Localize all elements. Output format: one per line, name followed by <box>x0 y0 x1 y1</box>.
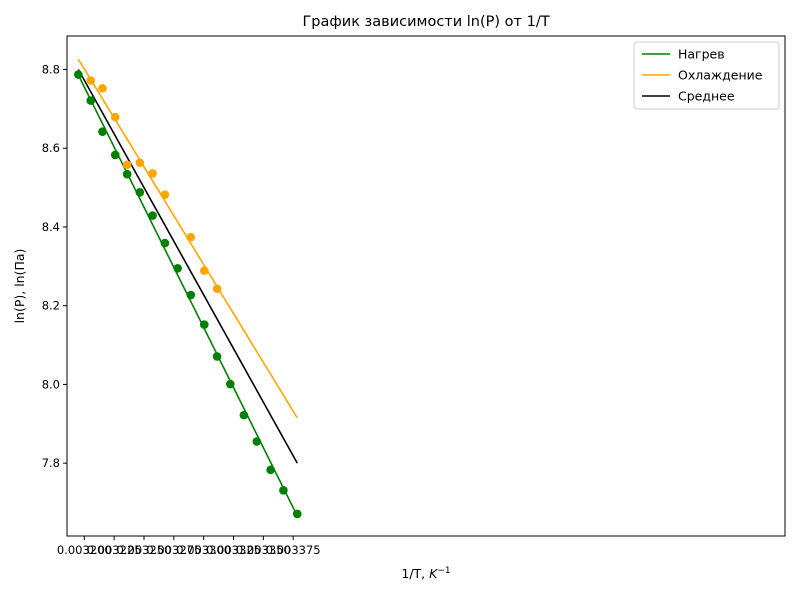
series-1-point-8 <box>160 238 170 248</box>
legend-label-2: Охлаждение <box>678 68 763 83</box>
y-tick-label: 8.4 <box>42 220 60 234</box>
x-tick-label: 0.003250 <box>117 543 172 557</box>
series-1-point-15 <box>252 437 262 446</box>
series-1-point-9 <box>173 263 182 273</box>
series-2-point-9 <box>199 266 209 275</box>
series-1-point-7 <box>148 211 157 220</box>
series-1-point-13 <box>225 379 235 389</box>
x-tick-label: 0.003375 <box>266 543 321 557</box>
legend: Нагрев Охлаждение Среднее <box>633 41 780 110</box>
series-2-point-6 <box>148 169 157 178</box>
x-tick-label: 0.003200 <box>57 543 112 557</box>
series-2-point-10 <box>212 284 222 294</box>
series-1-point-2 <box>86 96 96 105</box>
series-2-point-8 <box>186 232 196 242</box>
series-3-fit-line <box>77 69 298 464</box>
x-tick-label: 0.003300 <box>176 543 231 557</box>
y-tick-label: 8.2 <box>42 299 60 313</box>
series-1-point-11 <box>199 320 209 329</box>
y-tick-label: 7.8 <box>42 456 60 470</box>
series-1-point-10 <box>186 290 196 300</box>
x-tick-label: 0.003275 <box>146 543 201 557</box>
x-tick-label: 0.003350 <box>236 543 291 557</box>
series-2-point-4 <box>122 160 132 170</box>
series-2-point-1 <box>86 76 96 85</box>
series-1-point-6 <box>135 187 145 197</box>
legend-label-1: Нагрев <box>678 47 725 62</box>
series-2-point-3 <box>110 112 120 122</box>
series-1-point-17 <box>279 486 288 495</box>
x-tick-label: 0.003225 <box>87 543 142 557</box>
series-1-point-4 <box>110 150 120 160</box>
series-1-point-5 <box>122 169 132 179</box>
y-tick-label: 8.8 <box>42 62 60 76</box>
legend-box <box>633 41 780 110</box>
chart-title: График зависимости ln(P) от 1/T <box>302 14 549 30</box>
series-1-point-3 <box>98 127 107 136</box>
series-2-point-5 <box>135 158 145 168</box>
y-axis-label: ln(P), ln(Па) <box>12 249 27 324</box>
series-1-point-16 <box>266 465 275 475</box>
x-tick-label: 0.003325 <box>206 543 261 557</box>
y-tick-label: 8.0 <box>42 377 60 391</box>
axis-ticks: 0.0032000.0032250.0032500.0032750.003300… <box>42 62 321 557</box>
series-1-point-18 <box>292 509 302 519</box>
y-tick-label: 8.6 <box>42 141 60 155</box>
series-1-point-14 <box>239 410 249 420</box>
axes-frame <box>66 35 786 537</box>
series-1-point-1 <box>74 70 83 79</box>
series-2-point-2 <box>98 84 107 93</box>
series-2-point-7 <box>160 190 170 199</box>
plot-area <box>74 58 302 519</box>
series-1-point-12 <box>212 352 222 361</box>
legend-label-3: Среднее <box>678 89 735 104</box>
